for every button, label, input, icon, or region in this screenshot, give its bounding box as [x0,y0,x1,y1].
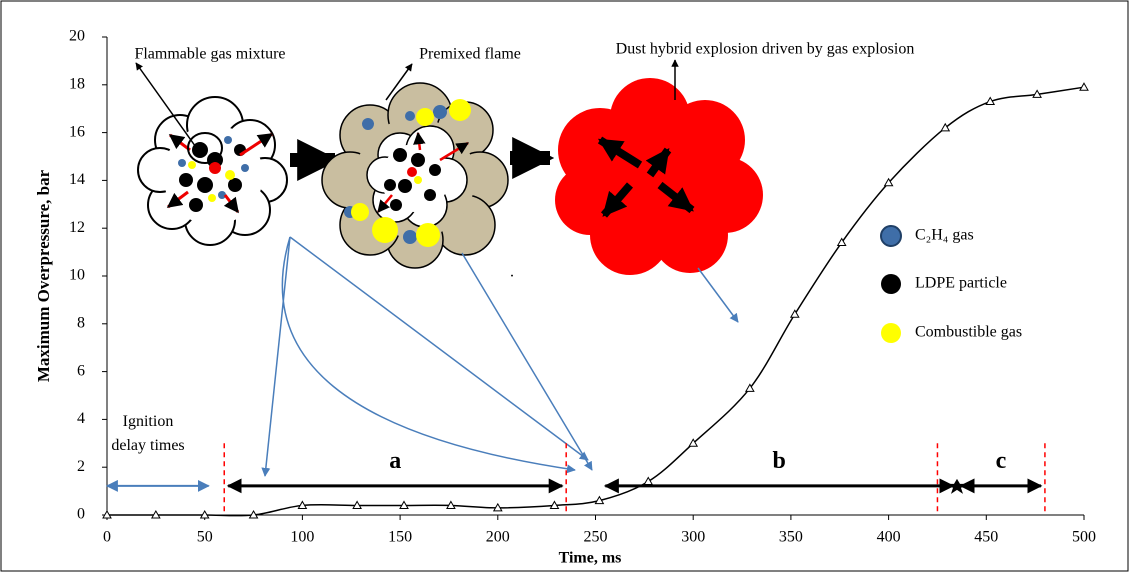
series-line [107,86,1085,517]
data-point [985,96,996,106]
data-point [297,500,308,509]
x-tick-label: 450 [974,529,998,546]
data-point [789,309,800,318]
x-tick-label: 200 [486,529,510,546]
x-tick-label: 250 [584,529,608,546]
x-tick-label: 500 [1072,529,1096,546]
y-tick-label: 10 [69,267,85,284]
annotation: Dust hybrid explosion driven by gas expl… [616,41,915,58]
data-point [745,383,755,392]
phase-label: c [996,448,1007,474]
data-point [199,509,210,519]
y-tick-label: 4 [77,410,85,427]
data-point [248,509,259,519]
x-tick-label: 350 [779,529,803,546]
y-tick-label: 8 [77,314,85,331]
y-tick-label: 6 [77,362,85,379]
data-point [1079,82,1089,91]
data-point [352,500,362,509]
x-tick-label: 300 [681,529,705,546]
data-point [836,237,847,247]
data-point [492,502,503,512]
x-tick-label: 100 [290,529,314,546]
y-tick-label: 14 [69,171,85,188]
data-point [446,500,456,509]
svg-text:.: . [510,264,514,281]
x-tick-label: 400 [877,529,901,546]
data-point [102,509,112,519]
data-point [643,476,654,486]
x-axis-title: Time, ms [559,550,622,567]
y-tick-label: 20 [69,28,85,45]
x-tick-label: 0 [103,529,111,546]
y-axis-title: Maximum Overpressure, bar [34,169,53,382]
phase-label: a [389,448,401,474]
data-point [399,500,409,509]
phase-label: b [772,448,785,474]
annotation: Premixed flame [419,46,521,63]
phase-junction [947,478,966,494]
data-point [549,500,560,509]
y-tick-label: 18 [69,75,85,92]
data-point [594,495,605,505]
y-tick-label: 16 [69,123,85,140]
y-tick-label: 2 [77,458,85,475]
legend-label: Combustible gas [915,324,1022,341]
data-point [1032,89,1042,98]
y-tick-label: 12 [69,219,85,236]
x-tick-label: 50 [197,529,213,546]
annotation: Flammable gas mixture [134,46,285,63]
legend-label: LDPE particle [915,275,1007,292]
y-tick-label: 0 [77,506,85,523]
data-point [940,122,951,132]
ignition-label: Ignition delay times [111,413,184,454]
diagram: . [135,59,902,477]
data-point [883,177,894,187]
legend-label: C₂H₄ gas [915,227,974,244]
data-point [688,438,699,447]
x-tick-label: 150 [388,529,412,546]
data-point [150,509,161,519]
